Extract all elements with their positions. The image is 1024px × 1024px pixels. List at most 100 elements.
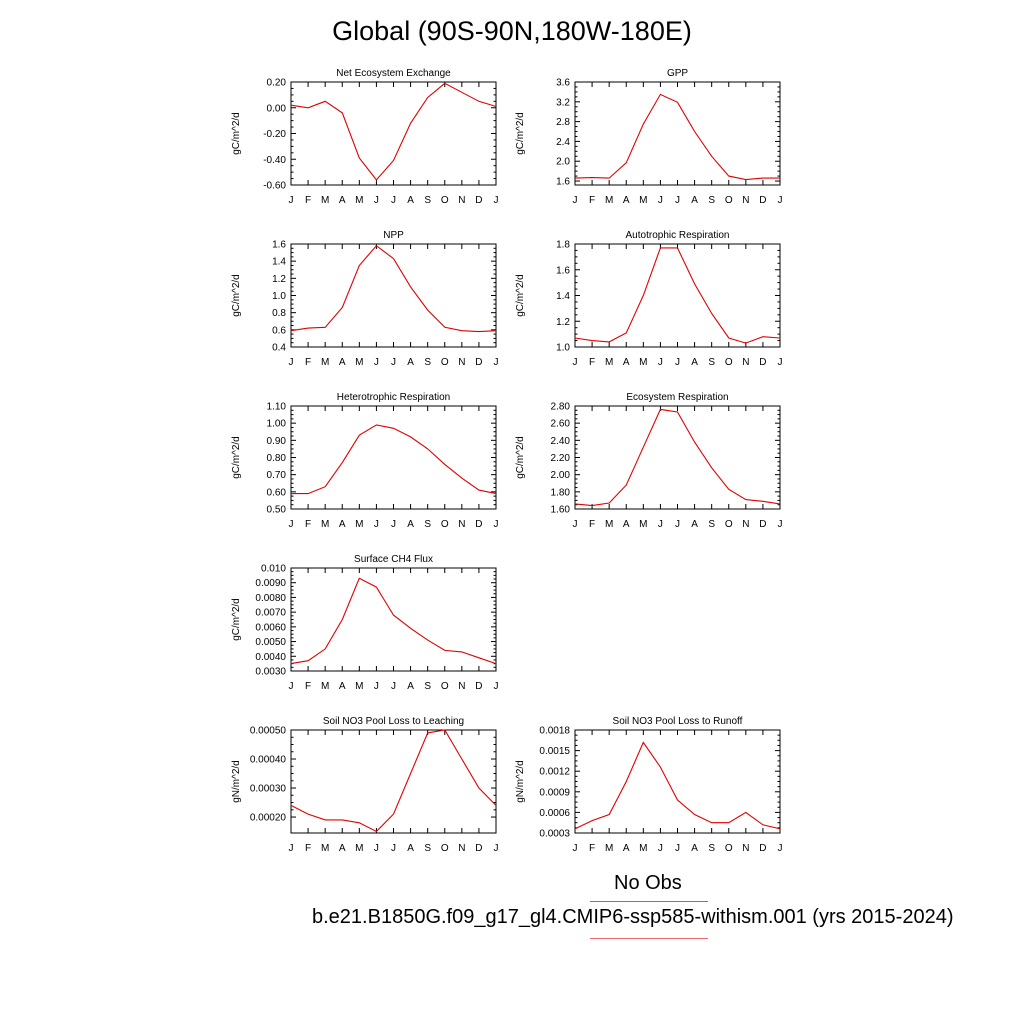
plot-frame xyxy=(574,243,781,348)
panel-5: Ecosystem Respiration gC/m^2/d 2.80 2.60 2.4… xyxy=(515,392,783,530)
x-tick-label: M xyxy=(355,357,363,368)
x-tick-label: A xyxy=(339,519,346,530)
panel-4: Heterotrophic Respiration gC/m^2/d 1.10 1.0… xyxy=(231,392,499,530)
y-axis-label: gC/m^2/d xyxy=(231,274,242,317)
y-axis-label: gN/m^2/d xyxy=(231,760,242,803)
x-tick-label: N xyxy=(458,843,465,854)
y-tick-label: 0.0070 xyxy=(255,608,286,619)
x-tick-label: M xyxy=(355,195,363,206)
x-tick-label: M xyxy=(321,843,329,854)
y-tick-label: 0.00 xyxy=(267,103,287,114)
y-tick-label: -0.60 xyxy=(263,181,286,192)
y-tick-label: 1.6 xyxy=(272,240,286,251)
x-tick-label: A xyxy=(407,519,414,530)
x-tick-label: F xyxy=(589,519,595,530)
y-axis-label: gC/m^2/d xyxy=(231,436,242,479)
series-line xyxy=(290,729,497,833)
x-tick-label: J xyxy=(374,357,379,368)
x-tick-label: N xyxy=(458,195,465,206)
y-axis-label: gC/m^2/d xyxy=(231,112,242,155)
y-tick-label: 0.0006 xyxy=(539,808,570,819)
plot-frame xyxy=(290,405,497,510)
x-tick-label: D xyxy=(475,195,482,206)
x-tick-label: J xyxy=(573,357,578,368)
y-tick-label: 0.00020 xyxy=(250,813,287,824)
y-tick-label: 3.2 xyxy=(556,97,570,108)
panel-3: Autotrophic Respiration gC/m^2/d 1.8 1.6 1.4… xyxy=(515,230,783,368)
x-tick-label: A xyxy=(339,357,346,368)
y-tick-label: 0.6 xyxy=(272,325,286,336)
panel-title: Heterotrophic Respiration xyxy=(337,392,450,403)
x-tick-label: F xyxy=(589,195,595,206)
panel-7: Soil NO3 Pool Loss to Leaching gN/m^2/d 0.… xyxy=(231,716,499,854)
x-tick-label: J xyxy=(675,843,680,854)
y-tick-label: 0.00050 xyxy=(250,726,287,737)
x-tick-label: S xyxy=(424,195,431,206)
y-tick-label: 0.90 xyxy=(267,436,287,447)
x-tick-label: J xyxy=(778,195,783,206)
series-line xyxy=(291,424,497,495)
plot-frame xyxy=(574,729,781,834)
x-tick-label: S xyxy=(708,357,715,368)
y-tick-label: 0.50 xyxy=(267,505,287,516)
x-tick-label: A xyxy=(691,357,698,368)
plot-frame xyxy=(574,81,781,186)
x-tick-label: J xyxy=(391,195,396,206)
y-tick-label: 0.20 xyxy=(267,78,287,89)
x-tick-label: J xyxy=(289,195,294,206)
x-tick-label: N xyxy=(458,519,465,530)
x-tick-label: O xyxy=(725,357,733,368)
y-tick-label: 1.6 xyxy=(556,177,570,188)
legend-case-line xyxy=(590,938,708,939)
x-tick-label: D xyxy=(759,195,766,206)
x-tick-label: J xyxy=(391,357,396,368)
x-tick-label: D xyxy=(475,681,482,692)
series-line xyxy=(574,408,781,507)
x-tick-label: J xyxy=(658,843,663,854)
x-tick-label: N xyxy=(458,357,465,368)
panel-title: NPP xyxy=(383,230,404,241)
x-tick-label: A xyxy=(407,357,414,368)
x-tick-label: J xyxy=(289,519,294,530)
x-tick-label: F xyxy=(589,843,595,854)
x-tick-label: A xyxy=(623,843,630,854)
y-axis-label: gC/m^2/d xyxy=(515,436,526,479)
x-tick-label: A xyxy=(691,519,698,530)
x-tick-label: F xyxy=(589,357,595,368)
x-tick-label: O xyxy=(725,195,733,206)
x-tick-label: M xyxy=(321,357,329,368)
x-tick-label: N xyxy=(458,681,465,692)
x-tick-label: S xyxy=(424,357,431,368)
x-tick-label: M xyxy=(321,195,329,206)
y-tick-label: 0.0030 xyxy=(255,667,286,678)
y-tick-label: 0.0050 xyxy=(255,637,286,648)
y-tick-label: 1.0 xyxy=(272,291,286,302)
y-tick-label: 0.0003 xyxy=(539,829,570,840)
y-tick-label: 0.8 xyxy=(272,308,286,319)
y-axis-label: gN/m^2/d xyxy=(515,760,526,803)
y-tick-label: -0.40 xyxy=(263,155,286,166)
y-tick-label: 1.4 xyxy=(272,257,286,268)
legend-obs-line xyxy=(590,901,708,902)
panel-0: Net Ecosystem Exchange gC/m^2/d 0.20 0.00 -0… xyxy=(231,68,499,206)
y-tick-label: 0.0060 xyxy=(255,622,286,633)
x-tick-label: M xyxy=(639,843,647,854)
x-tick-label: S xyxy=(708,195,715,206)
x-tick-label: J xyxy=(391,843,396,854)
plot-frame xyxy=(290,81,497,186)
y-tick-label: 0.4 xyxy=(272,343,286,354)
x-tick-label: A xyxy=(623,519,630,530)
x-tick-label: S xyxy=(424,681,431,692)
plot-frame xyxy=(574,405,781,510)
y-tick-label: 0.60 xyxy=(267,487,287,498)
x-tick-label: J xyxy=(778,357,783,368)
x-tick-label: J xyxy=(374,681,379,692)
y-tick-label: 0.010 xyxy=(261,564,286,575)
y-tick-label: 1.10 xyxy=(267,402,287,413)
x-tick-label: S xyxy=(424,519,431,530)
y-tick-label: 1.00 xyxy=(267,419,287,430)
x-tick-label: M xyxy=(355,519,363,530)
y-tick-label: 2.40 xyxy=(551,436,571,447)
y-tick-label: 2.4 xyxy=(556,137,570,148)
